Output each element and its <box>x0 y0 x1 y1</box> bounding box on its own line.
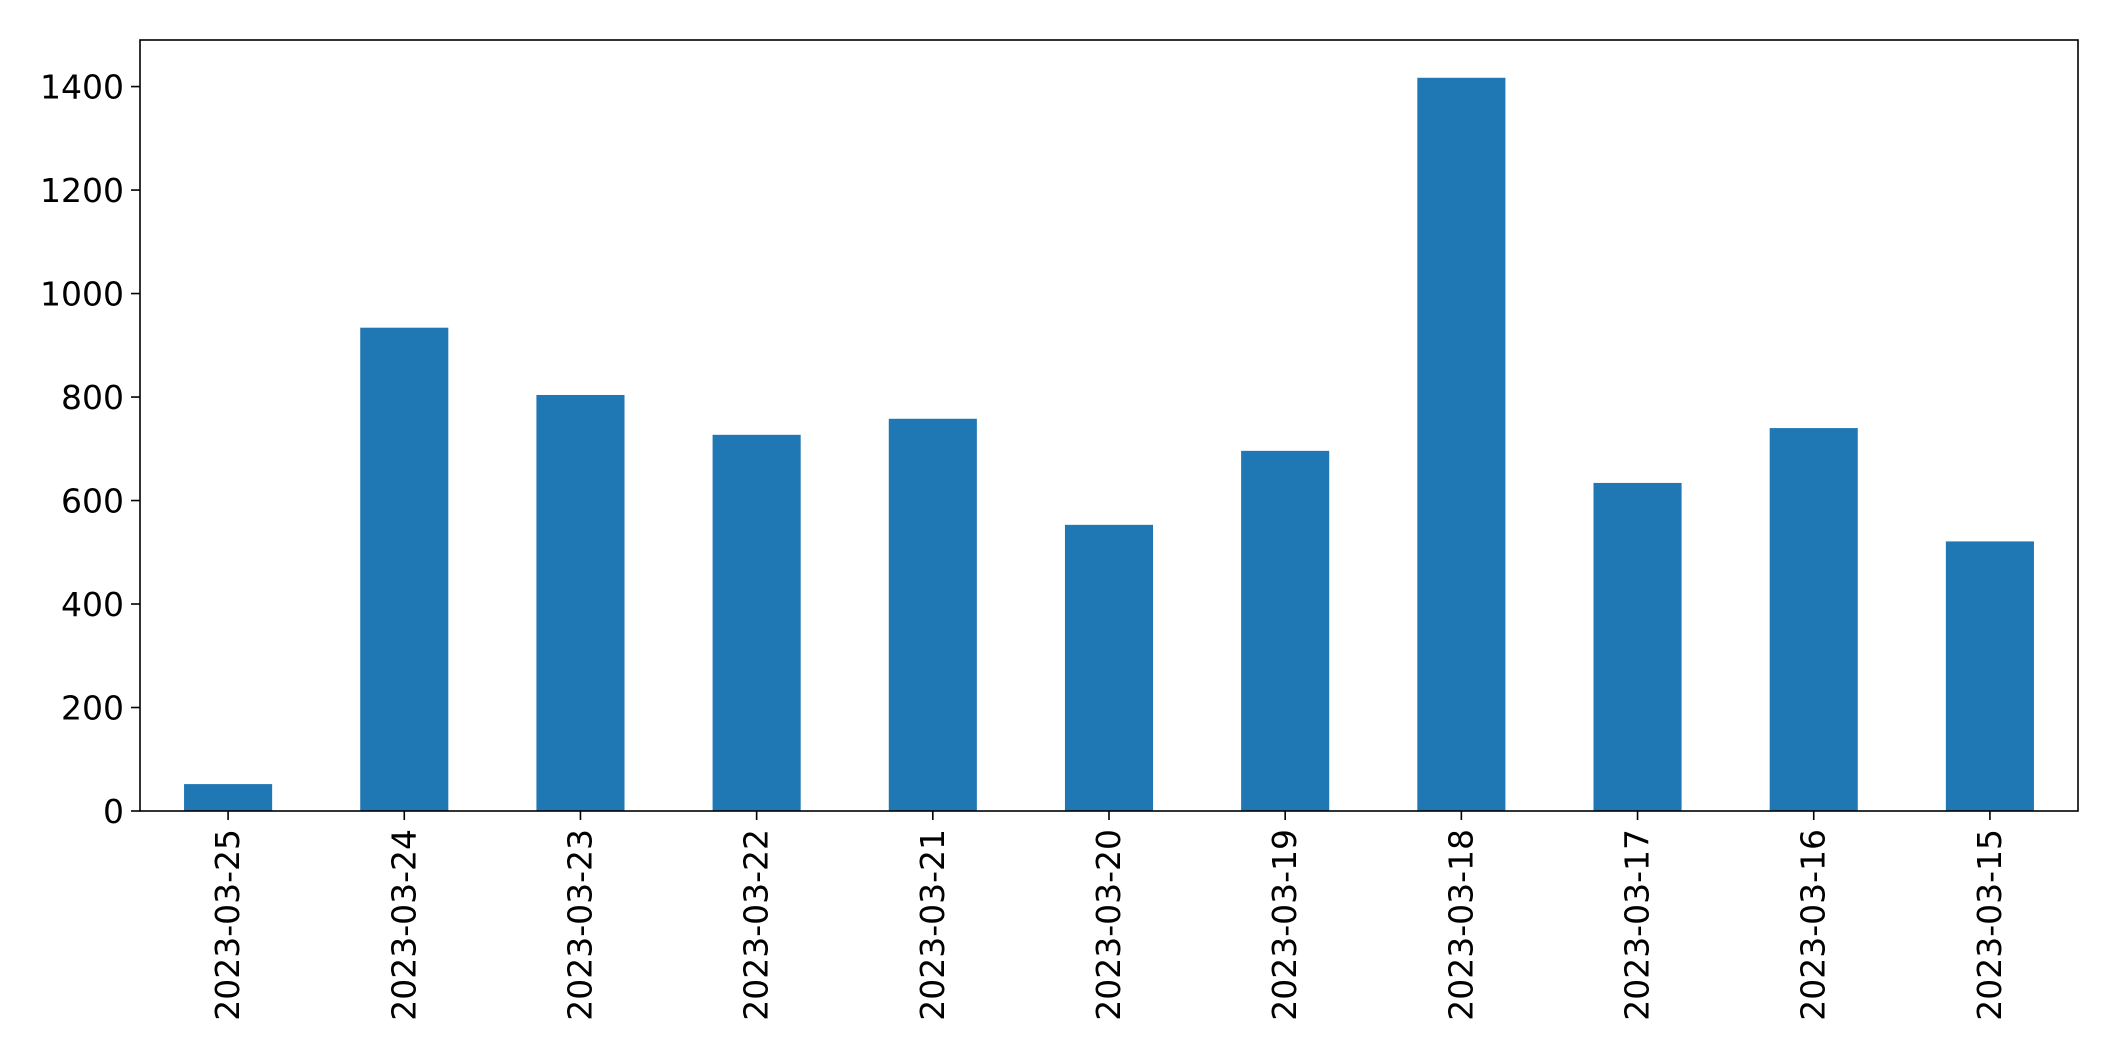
y-tick-label: 400 <box>61 585 124 624</box>
x-tick-label: 2023-03-17 <box>1618 829 1657 1021</box>
x-tick-label: 2023-03-18 <box>1441 829 1480 1021</box>
bar-2023-03-24 <box>360 327 449 811</box>
y-tick-label: 1000 <box>40 275 124 314</box>
bar-2023-03-23 <box>536 394 625 811</box>
x-tick-label: 2023-03-21 <box>913 829 952 1021</box>
bar-2023-03-16 <box>1769 428 1858 811</box>
bar-2023-03-21 <box>888 418 977 811</box>
bar-2023-03-17 <box>1593 482 1682 811</box>
x-tick-label: 2023-03-16 <box>1794 829 1833 1021</box>
y-tick-label: 0 <box>103 792 124 831</box>
bar-2023-03-19 <box>1241 450 1330 811</box>
y-tick-label: 800 <box>61 378 124 417</box>
y-axis: 0 200 400 600 800 1000 1200 1400 <box>40 68 140 831</box>
x-tick-label: 2023-03-20 <box>1089 829 1128 1021</box>
y-tick-label: 600 <box>61 482 124 521</box>
x-tick-label: 2023-03-19 <box>1265 829 1304 1021</box>
y-tick-label: 200 <box>61 689 124 728</box>
bar-2023-03-22 <box>712 434 801 811</box>
x-tick-label: 2023-03-24 <box>384 829 423 1021</box>
x-tick-label: 2023-03-22 <box>737 829 776 1021</box>
bar-2023-03-25 <box>184 784 273 811</box>
bar-2023-03-15 <box>1945 541 2034 811</box>
bar-2023-03-20 <box>1064 524 1154 811</box>
plot-frame <box>139 39 2079 812</box>
bar-2023-03-18 <box>1417 77 1506 812</box>
x-tick-label: 2023-03-23 <box>560 829 599 1021</box>
y-tick-label: 1400 <box>40 68 124 107</box>
x-axis: 2023-03-25 2023-03-24 2023-03-23 2023-03-22… <box>208 811 2009 1021</box>
y-tick-label: 1200 <box>40 171 124 210</box>
bars-group <box>184 77 2034 812</box>
x-tick-label: 2023-03-15 <box>1970 829 2009 1021</box>
x-tick-label: 2023-03-25 <box>208 829 247 1021</box>
